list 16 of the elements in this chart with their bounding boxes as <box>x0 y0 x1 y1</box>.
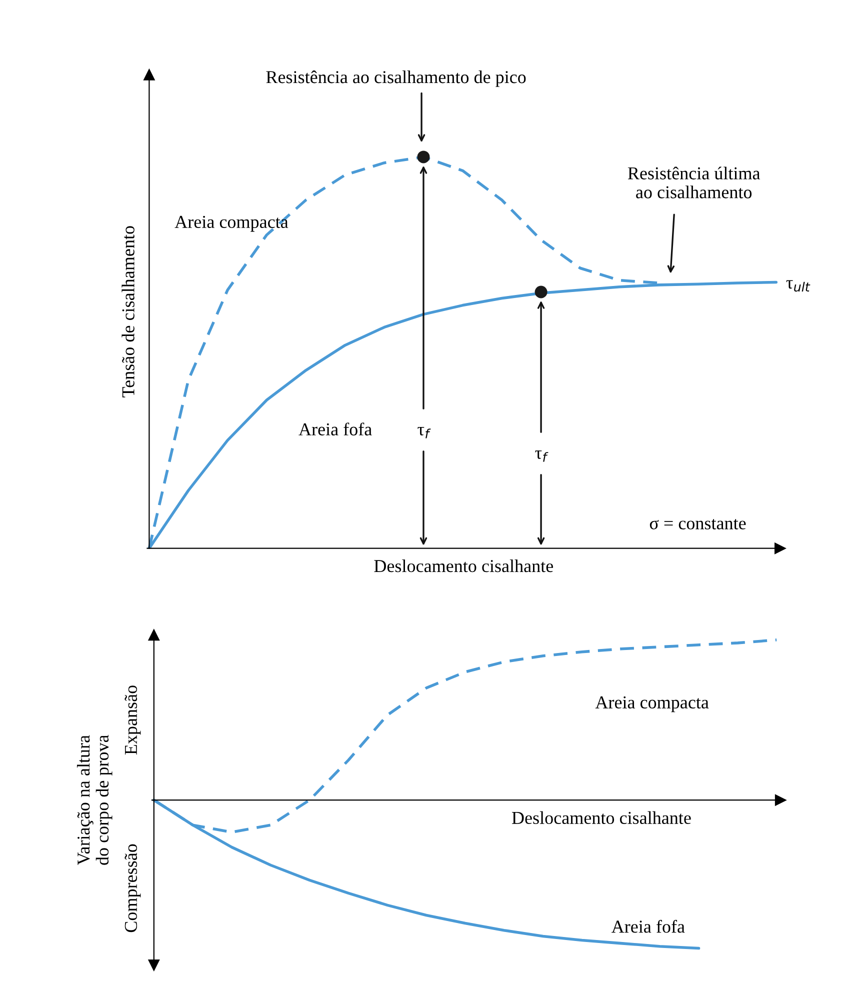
x-axis-title: Deslocamento cisalhante <box>512 811 691 824</box>
text: Compressão <box>124 844 141 932</box>
y-axis-title: Tensão de cisalhamento <box>122 226 134 398</box>
annotation: τ$_{f}$ <box>418 426 431 438</box>
annotation: Resistência última ao cisalhamento <box>628 166 760 198</box>
y-axis-title: Variação na altura do corpo de prova <box>76 734 112 866</box>
text: τ$_{ult}$ <box>786 280 810 292</box>
x-axis-title: Deslocamento cisalhante <box>374 559 554 572</box>
text: Resistência ao cisalhamento de pico <box>266 70 526 87</box>
text: Areia compacta <box>595 696 709 712</box>
text: Areia fofa <box>298 422 372 436</box>
annotation: σ = constante <box>650 519 746 530</box>
series-label: Areia compacta <box>174 216 288 232</box>
text: Expansão <box>124 686 141 755</box>
annotation: τ$_{f}$ <box>535 450 548 462</box>
series-label: Areia fofa <box>612 920 685 933</box>
